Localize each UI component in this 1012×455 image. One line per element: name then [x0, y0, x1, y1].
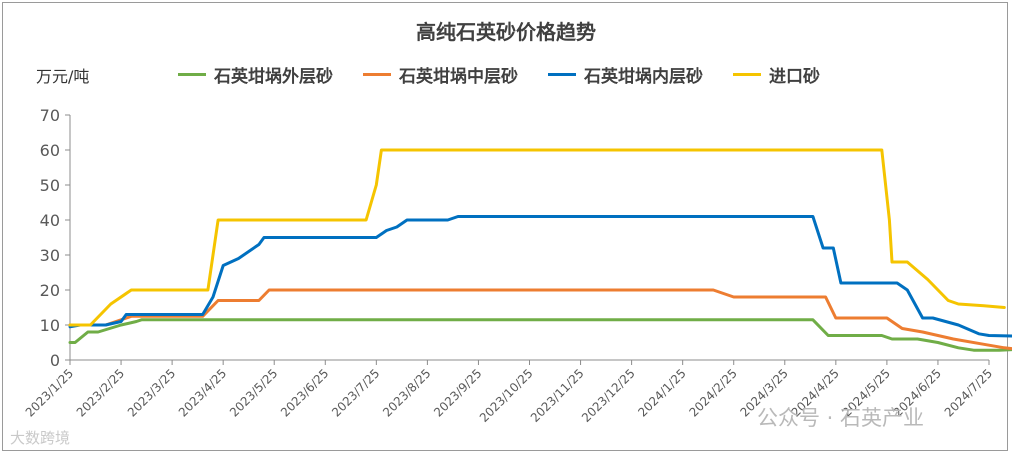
x-tick-label: 2023/4/25 [176, 366, 229, 419]
legend-label-middle-sand: 石英坩埚中层砂 [399, 67, 518, 87]
x-tick-label: 2023/5/25 [227, 366, 280, 419]
y-tick-label: 10 [40, 316, 60, 335]
watermark-right: 公众号 · 石英产业 [757, 406, 925, 430]
chart-title: 高纯石英砂价格趋势 [416, 20, 596, 44]
x-tick-label: 2024/7/25 [942, 366, 995, 419]
x-tick-label: 2023/11/25 [528, 366, 587, 425]
x-tick-label: 2024/2/25 [686, 366, 739, 419]
legend-label-imported-sand: 进口砂 [769, 67, 820, 87]
x-tick-label: 2023/3/25 [125, 366, 178, 419]
x-tick-label: 2023/12/25 [579, 366, 638, 425]
legend-item-middle-sand: 石英坩埚中层砂 [363, 62, 518, 87]
series-line-1 [68, 288, 1012, 351]
legend-swatch-outer-sand [178, 73, 206, 76]
x-tick-label: 2023/2/25 [74, 366, 127, 419]
x-tick-label: 2023/9/25 [431, 366, 484, 419]
y-tick-label: 40 [40, 211, 60, 230]
y-tick-label: 50 [40, 176, 60, 195]
y-axis-unit-label: 万元/吨 [36, 67, 90, 86]
y-tick-label: 0 [50, 351, 60, 370]
legend-item-imported-sand: 进口砂 [733, 62, 820, 87]
legend-swatch-inner-sand [548, 73, 576, 76]
y-tick-label: 20 [40, 281, 60, 300]
legend-item-outer-sand: 石英坩埚外层砂 [178, 62, 333, 87]
series-line-3 [68, 148, 1006, 327]
y-tick-label: 60 [40, 141, 60, 160]
legend-label-inner-sand: 石英坩埚内层砂 [584, 67, 703, 87]
x-tick-label: 2023/7/25 [329, 366, 382, 419]
legend-label-outer-sand: 石英坩埚外层砂 [214, 67, 333, 87]
x-tick-label: 2023/6/25 [278, 366, 331, 419]
legend-swatch-imported-sand [733, 73, 761, 76]
x-tick-label: 2023/1/25 [23, 366, 76, 419]
series-line-0 [68, 318, 1012, 352]
y-tick-label: 70 [40, 106, 60, 125]
series-line-2 [68, 215, 1012, 338]
y-tick-label: 30 [40, 246, 60, 265]
x-tick-label: 2024/1/25 [635, 366, 688, 419]
watermark-left: 大数跨境 [10, 429, 71, 447]
x-tick-label: 2023/10/25 [477, 366, 536, 425]
x-tick-label: 2023/8/25 [380, 366, 433, 419]
chart-legend: 石英坩埚外层砂 石英坩埚中层砂 石英坩埚内层砂 进口砂 [178, 62, 820, 87]
legend-item-inner-sand: 石英坩埚内层砂 [548, 62, 703, 87]
legend-swatch-middle-sand [363, 73, 391, 76]
